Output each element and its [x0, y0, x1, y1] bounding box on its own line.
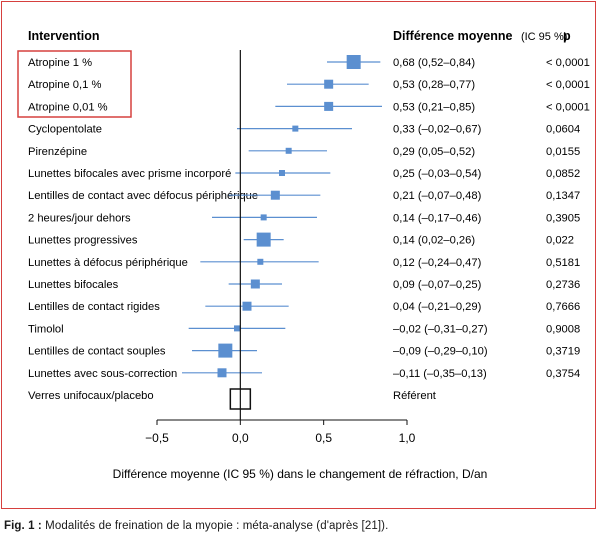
point-estimate [324, 101, 334, 111]
point-estimate [250, 279, 260, 289]
point-estimate [324, 79, 334, 89]
figure-frame [1, 1, 596, 509]
row-p-value: 0,022 [546, 235, 574, 247]
x-tick-label: 0,5 [315, 431, 332, 445]
forest-row: Lunettes progressives 0,14 (0,02–0,26) 0,0… [28, 232, 574, 247]
forest-row: Lunettes à défocus périphérique 0,12 (–0,… [28, 257, 580, 269]
reference-label: Référent [393, 390, 437, 402]
row-p-value: 0,2736 [546, 279, 580, 291]
forest-row: Atropine 0,01 % 0,53 (0,21–0,85) < 0,0001 [28, 101, 590, 113]
row-label: Pirenzépine [28, 146, 87, 158]
row-p-value: 0,3754 [546, 368, 580, 380]
row-label: Verres unifocaux/placebo [28, 390, 154, 402]
x-tick-label: 0,0 [232, 431, 249, 445]
row-label: 2 heures/jour dehors [28, 212, 131, 224]
row-p-value: 0,5181 [546, 257, 580, 269]
forest-row: Cyclopentolate 0,33 (–0,02–0,67) 0,0604 [28, 124, 580, 136]
figure-caption: Fig. 1 : Modalités de freination de la m… [4, 520, 388, 532]
forest-row: Lunettes avec sous-correction –0,11 (–0,3… [28, 368, 580, 380]
header-ci-label: (IC 95 %) [521, 31, 567, 43]
row-p-value: < 0,0001 [546, 101, 590, 113]
header-p: p [563, 29, 571, 43]
atropine-highlight-box [17, 50, 132, 118]
point-estimate [270, 190, 280, 200]
row-p-value: < 0,0001 [546, 79, 590, 91]
x-axis-label: Différence moyenne (IC 95 %) dans le cha… [113, 467, 488, 481]
forest-row: Lentilles de contact avec défocus périph… [28, 190, 580, 202]
point-estimate [292, 125, 299, 132]
forest-row: Lunettes bifocales avec prisme incorporé… [28, 168, 580, 180]
row-ci-text: –0,02 (–0,31–0,27) [393, 323, 488, 335]
row-p-value: 0,9008 [546, 323, 580, 335]
row-ci-text: 0,09 (–0,07–0,25) [393, 279, 482, 291]
row-ci-text: 0,29 (0,05–0,52) [393, 146, 475, 158]
row-label: Lunettes bifocales [28, 279, 119, 291]
forest-plot: Intervention Différence moyenne (IC 95 %… [17, 27, 590, 481]
row-label: Lentilles de contact avec défocus périph… [28, 190, 258, 202]
row-label: Lentilles de contact rigides [28, 301, 160, 313]
row-ci-text: 0,53 (0,28–0,77) [393, 79, 475, 91]
forest-row: Atropine 0,1 % 0,53 (0,28–0,77) < 0,0001 [28, 79, 590, 91]
figure-label: Fig. 1 : [4, 520, 42, 532]
row-label: Lunettes avec sous-correction [28, 368, 177, 380]
row-p-value: 0,3719 [546, 346, 580, 358]
point-estimate [242, 301, 252, 311]
forest-row: Verres unifocaux/placebo Référent [28, 388, 437, 410]
point-estimate [234, 325, 240, 332]
row-p-value: 0,0155 [546, 146, 580, 158]
forest-row: Atropine 1 % 0,68 (0,52–0,84) < 0,0001 [28, 55, 590, 69]
row-ci-text: 0,25 (–0,03–0,54) [393, 168, 482, 180]
row-ci-text: 0,53 (0,21–0,85) [393, 101, 475, 113]
row-ci-text: –0,11 (–0,35–0,13) [393, 368, 487, 380]
row-label: Cyclopentolate [28, 124, 102, 136]
row-label: Lunettes à défocus périphérique [28, 257, 188, 269]
forest-row: Lentilles de contact rigides 0,04 (–0,21–… [28, 301, 580, 313]
forest-row: 2 heures/jour dehors 0,14 (–0,17–0,46) 0,3… [28, 212, 580, 224]
row-ci-text: 0,14 (0,02–0,26) [393, 235, 475, 247]
rows-layer: Atropine 1 % 0,68 (0,52–0,84) < 0,0001Atro… [28, 55, 590, 410]
row-label: Lentilles de contact souples [28, 346, 166, 358]
point-estimate [256, 232, 271, 247]
point-estimate [217, 368, 227, 378]
forest-row: Lunettes bifocales 0,09 (–0,07–0,25) 0,273… [28, 279, 580, 291]
row-p-value: 0,0852 [546, 168, 580, 180]
row-p-value: 0,3905 [546, 212, 580, 224]
row-p-value: 0,1347 [546, 190, 580, 202]
row-ci-text: –0,09 (–0,29–0,10) [393, 346, 488, 358]
row-ci-text: 0,21 (–0,07–0,48) [393, 190, 482, 202]
row-label: Lunettes bifocales avec prisme incorporé [28, 168, 231, 180]
row-p-value: 0,7666 [546, 301, 580, 313]
row-label: Atropine 0,01 % [28, 101, 108, 113]
forest-row: Pirenzépine 0,29 (0,05–0,52) 0,0155 [28, 146, 580, 158]
row-ci-text: 0,68 (0,52–0,84) [393, 57, 475, 69]
caption-text: Modalités de freination de la myopie : m… [41, 520, 389, 532]
point-estimate [260, 214, 267, 221]
row-p-value: 0,0604 [546, 124, 580, 136]
row-ci-text: 0,12 (–0,24–0,47) [393, 257, 482, 269]
point-estimate [285, 147, 292, 154]
point-estimate [218, 343, 233, 358]
point-estimate [257, 258, 264, 265]
row-ci-text: 0,04 (–0,21–0,29) [393, 301, 482, 313]
row-p-value: < 0,0001 [546, 57, 590, 69]
row-label: Atropine 0,1 % [28, 79, 101, 91]
row-ci-text: 0,33 (–0,02–0,67) [393, 124, 482, 136]
point-estimate [346, 55, 361, 69]
x-tick-label: 1,0 [399, 431, 416, 445]
row-ci-text: 0,14 (–0,17–0,46) [393, 212, 482, 224]
header-intervention: Intervention [28, 29, 100, 43]
forest-row: Lentilles de contact souples –0,09 (–0,29… [28, 343, 580, 358]
row-label: Atropine 1 % [28, 57, 92, 69]
x-tick-label: −0,5 [145, 431, 169, 445]
header-difference: Différence moyenne (IC 95 %) [393, 27, 567, 44]
forest-row: Timolol –0,02 (–0,31–0,27) 0,9008 [28, 323, 580, 335]
point-estimate [279, 170, 285, 176]
row-label: Timolol [28, 323, 64, 335]
x-axis: −0,5 0,0 0,5 1,0 [145, 50, 416, 445]
row-label: Lunettes progressives [28, 235, 138, 247]
header-difference-label: Différence moyenne [393, 29, 513, 43]
